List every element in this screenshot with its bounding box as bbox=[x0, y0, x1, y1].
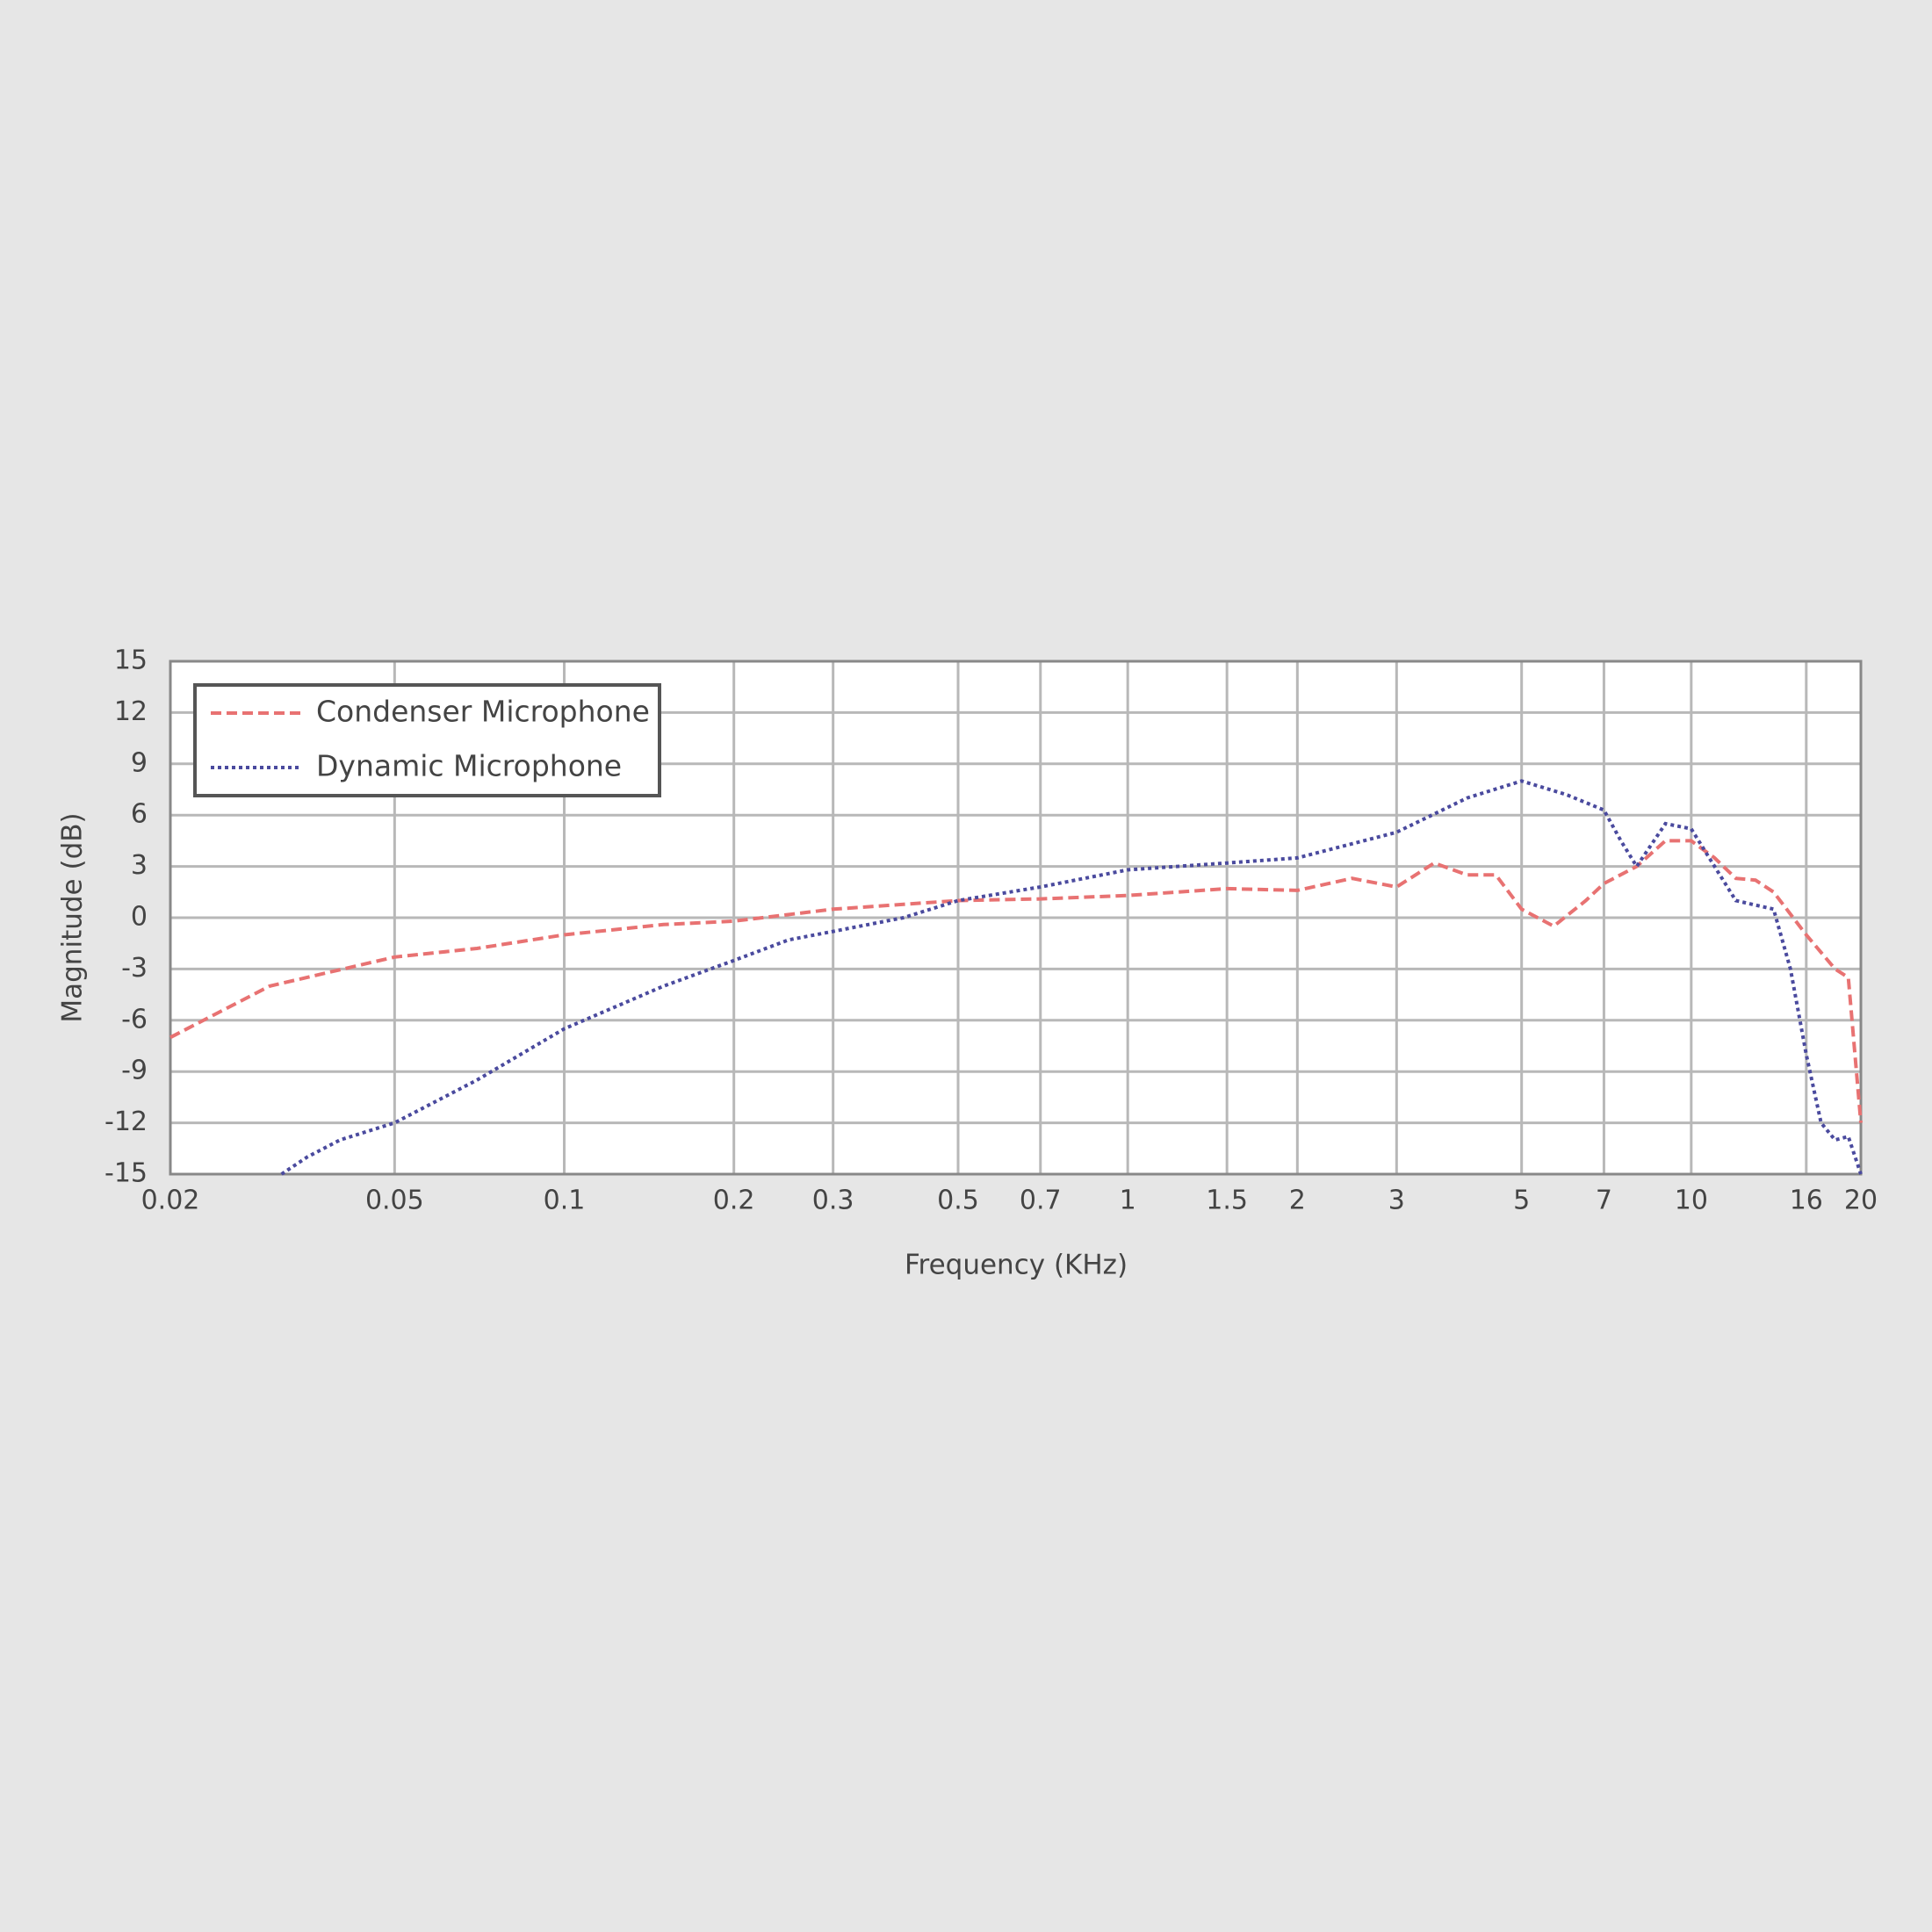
x-tick-label: 0.3 bbox=[812, 1186, 854, 1216]
y-tick-label: 0 bbox=[131, 902, 148, 933]
x-tick-label: 10 bbox=[1675, 1186, 1708, 1216]
x-tick-label: 2 bbox=[1289, 1186, 1306, 1216]
x-tick-label: 1.5 bbox=[1206, 1186, 1248, 1216]
y-tick-label: 15 bbox=[114, 645, 148, 676]
y-tick-label: 6 bbox=[131, 799, 148, 830]
x-tick-label: 1 bbox=[1120, 1186, 1136, 1216]
x-tick-label: 0.05 bbox=[365, 1186, 424, 1216]
x-tick-label: 0.5 bbox=[937, 1186, 979, 1216]
x-tick-label: 5 bbox=[1513, 1186, 1530, 1216]
x-tick-label: 7 bbox=[1596, 1186, 1612, 1216]
series-line bbox=[280, 779, 1863, 1176]
x-tick-label: 0.2 bbox=[713, 1186, 755, 1216]
y-tick-label: 3 bbox=[131, 850, 148, 881]
x-tick-label: 3 bbox=[1388, 1186, 1405, 1216]
y-tick-label: 9 bbox=[131, 747, 148, 778]
y-tick-label: 12 bbox=[114, 696, 148, 727]
x-axis-label: Frequency (KHz) bbox=[905, 1250, 1128, 1281]
x-tick-label: 16 bbox=[1790, 1186, 1823, 1216]
x-tick-label: 20 bbox=[1844, 1186, 1878, 1216]
y-tick-label: -6 bbox=[121, 1004, 148, 1034]
x-tick-label: 0.1 bbox=[544, 1186, 586, 1216]
y-tick-label: -3 bbox=[121, 953, 148, 984]
legend-label: Condenser Microphone bbox=[316, 695, 650, 729]
plot-frame bbox=[169, 660, 1863, 1176]
x-tick-label: 0.02 bbox=[141, 1186, 200, 1216]
x-tick-label: 0.7 bbox=[1020, 1186, 1062, 1216]
y-tick-label: -9 bbox=[121, 1056, 148, 1086]
y-tick-label: -12 bbox=[105, 1107, 148, 1137]
y-axis-label: Magnitude (dB) bbox=[57, 812, 89, 1022]
legend-label: Dynamic Microphone bbox=[316, 749, 622, 783]
y-tick-label: -15 bbox=[105, 1158, 148, 1189]
legend-box bbox=[193, 683, 661, 797]
